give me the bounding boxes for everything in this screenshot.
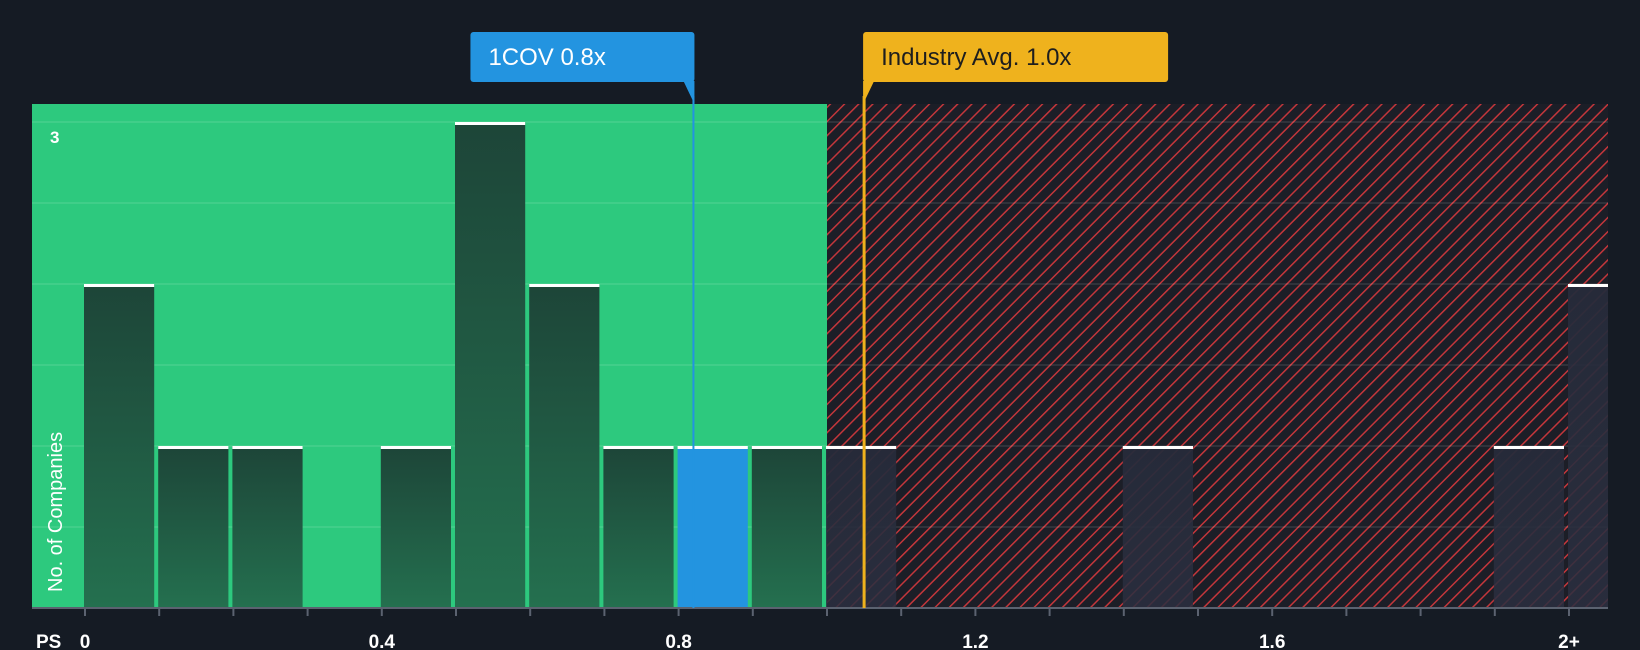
industry-callout-pointer [863, 81, 875, 104]
bar [380, 446, 451, 608]
bar [455, 122, 526, 608]
x-tick-label: 2+ [1558, 632, 1580, 650]
company-callout-pointer [683, 81, 695, 104]
company-callout-box [470, 32, 695, 82]
bar [529, 284, 600, 608]
y-tick-label: 3 [50, 128, 59, 147]
x-tick-label: 1.2 [962, 632, 988, 650]
company-callout-label: 1COV 0.8x [488, 44, 605, 71]
bar [826, 446, 897, 608]
bar [84, 284, 155, 608]
bar [751, 446, 822, 608]
bar [603, 446, 674, 608]
x-tick-label: 1.6 [1259, 632, 1285, 650]
x-axis-label: PS [36, 632, 61, 650]
y-axis-label: No. of Companies [45, 432, 67, 592]
bar [1493, 446, 1564, 608]
x-ticks: 0 0.4 0.8 1.2 1.6 2+ [80, 608, 1580, 650]
x-tick-label: 0.8 [665, 632, 691, 650]
bar [232, 446, 303, 608]
x-tick-label: 0.4 [369, 632, 396, 650]
industry-callout-box [863, 32, 1169, 82]
overvalued-hatch [827, 104, 1608, 608]
x-tick-label: 0 [80, 632, 91, 650]
bar [677, 446, 748, 608]
industry-callout-label: Industry Avg. 1.0x [881, 44, 1071, 71]
bar [1122, 446, 1193, 608]
markers: 1COV 0.8x Industry Avg. 1.0x [470, 32, 1169, 608]
bar [1568, 284, 1608, 608]
bars [84, 122, 1608, 608]
bar [158, 446, 229, 608]
